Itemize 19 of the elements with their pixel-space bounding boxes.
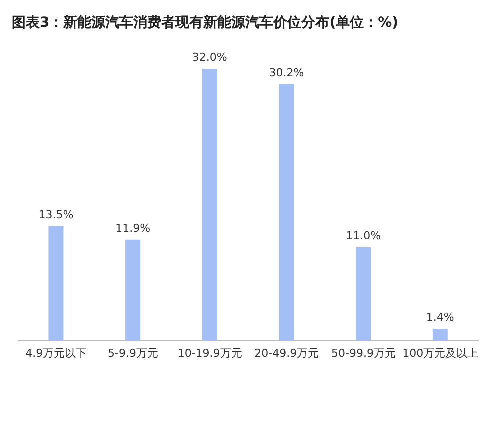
x-tick-label: 4.9万元以下 <box>26 346 88 360</box>
x-tick-label: 10-19.9万元 <box>178 346 242 360</box>
bar <box>126 240 141 341</box>
data-label: 32.0% <box>192 51 228 64</box>
x-tick-label: 50-99.9万元 <box>332 346 396 360</box>
x-tick-label: 20-49.9万元 <box>254 346 320 360</box>
x-tick-label: 5-9.9万元 <box>108 346 158 360</box>
bar <box>356 248 372 341</box>
x-tick-label: 100万元及以上 <box>402 346 479 360</box>
bar <box>48 226 64 341</box>
data-label: 13.5% <box>38 208 74 222</box>
chart-title: 图表3：新能源汽车消费者现有新能源汽车价位分布(单位：%) <box>11 14 400 33</box>
data-label: 11.0% <box>346 230 382 242</box>
bar <box>279 84 294 341</box>
bar <box>432 329 448 341</box>
data-label: 30.2% <box>269 66 304 80</box>
data-label: 1.4% <box>426 311 454 324</box>
bar <box>202 69 218 341</box>
data-label: 11.9% <box>116 222 151 235</box>
